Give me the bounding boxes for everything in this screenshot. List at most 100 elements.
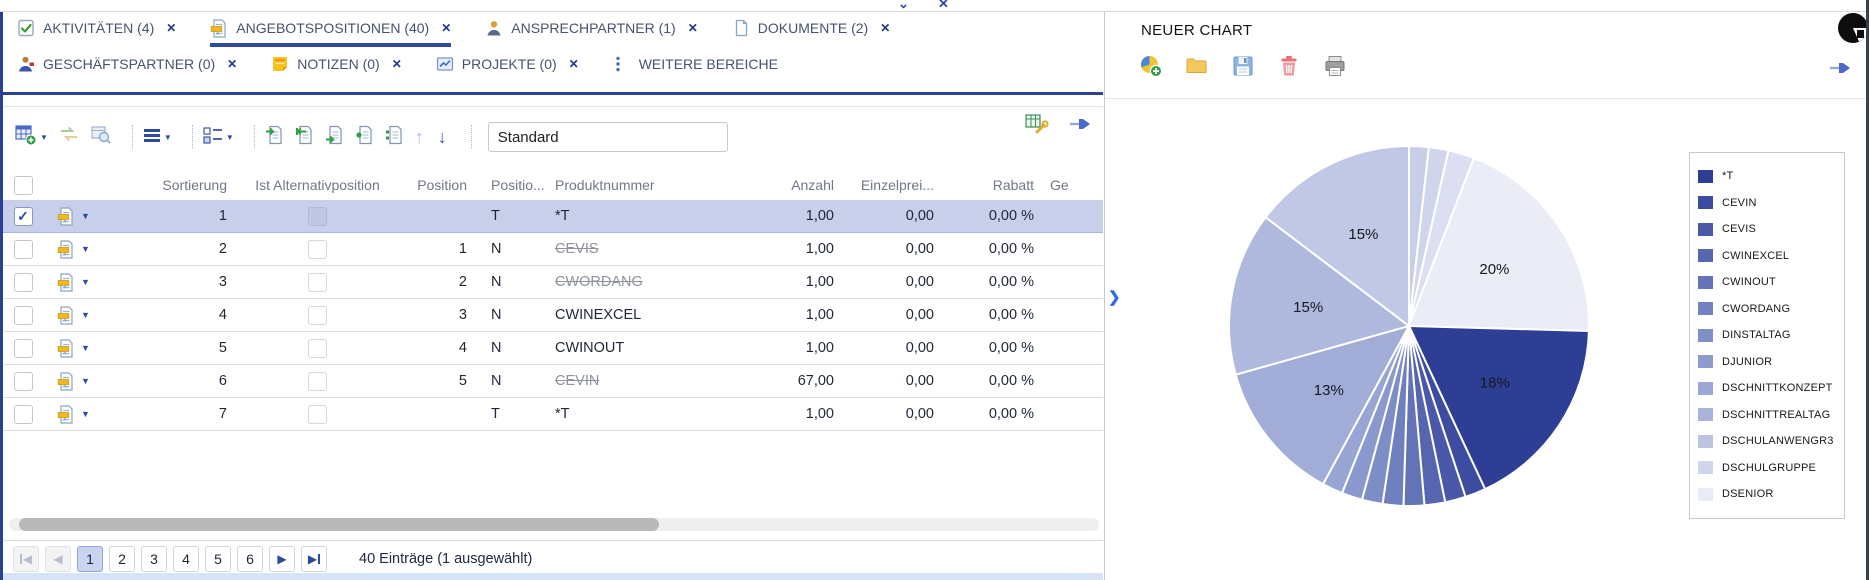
delete-chart-button[interactable] xyxy=(1277,54,1301,83)
row-checkbox[interactable] xyxy=(13,305,33,325)
prev-page-button[interactable]: ◀ xyxy=(45,546,71,572)
alternativposition-checkbox[interactable] xyxy=(308,338,327,358)
first-page-button[interactable]: ◀ xyxy=(13,546,39,572)
window-collapse-icon[interactable]: ⌄ xyxy=(898,0,909,11)
panel-expand-chevron-icon[interactable]: ❯ xyxy=(1108,289,1121,306)
insert-position-button[interactable] xyxy=(265,125,285,150)
table-row[interactable]: ▼ 4 3 N CWINEXCEL 1,00 0,00 0,00 % xyxy=(3,299,1103,332)
new-chart-button[interactable] xyxy=(1139,54,1163,83)
tab-angebotspositionen[interactable]: ANGEBOTSPOSITIONEN (40) ✕ xyxy=(210,13,452,47)
tab-projekte[interactable]: PROJEKTE (0) ✕ xyxy=(436,49,579,83)
alternativposition-checkbox[interactable] xyxy=(308,239,327,259)
column-header[interactable]: Einzelprei... xyxy=(860,177,934,193)
table-row[interactable]: ▼ 5 4 N CWINOUT 1,00 0,00 0,00 % xyxy=(3,332,1103,365)
page-button-2[interactable]: 2 xyxy=(109,546,135,572)
sort-up-icon[interactable]: ↑ xyxy=(414,126,424,147)
row-actions-chevron-icon[interactable]: ▼ xyxy=(81,244,90,254)
tab-weitere-bereiche[interactable]: WEITERE BEREICHE xyxy=(613,49,778,83)
column-header[interactable]: Position xyxy=(417,177,467,193)
alternativposition-checkbox[interactable] xyxy=(308,371,327,391)
save-chart-button[interactable] xyxy=(1231,54,1255,83)
row-menu-button[interactable]: ▼ xyxy=(143,127,172,148)
move-position-left-button[interactable] xyxy=(295,125,315,150)
table-settings-icon[interactable] xyxy=(1025,112,1049,141)
page-button-4[interactable]: 4 xyxy=(173,546,199,572)
close-tab-icon[interactable]: ✕ xyxy=(441,21,452,35)
new-record-button[interactable]: ▼ xyxy=(15,124,48,151)
tab-notizen[interactable]: NOTIZEN (0) ✕ xyxy=(271,49,402,83)
table-row[interactable]: ▼ 7 T *T 1,00 0,00 0,00 % xyxy=(3,398,1103,431)
column-header[interactable]: Produktnummer xyxy=(555,177,655,193)
move-position-right-button[interactable] xyxy=(325,125,345,150)
column-header[interactable]: Positio... xyxy=(491,177,545,193)
tab-aktivitaeten[interactable]: AKTIVITÄTEN (4) ✕ xyxy=(17,13,176,47)
list-view-button[interactable]: ▼ xyxy=(203,126,234,149)
row-actions-chevron-icon[interactable]: ▼ xyxy=(81,310,90,320)
row-actions-chevron-icon[interactable]: ▼ xyxy=(81,343,90,353)
page-button-1[interactable]: 1 xyxy=(77,546,103,572)
column-header[interactable]: Ge xyxy=(1050,177,1069,193)
table-row[interactable]: ▼ 3 2 N CWORDANG 1,00 0,00 0,00 % xyxy=(3,266,1103,299)
window-close-icon[interactable]: ✕ xyxy=(938,0,949,11)
transfer-button[interactable] xyxy=(58,124,80,151)
close-tab-icon[interactable]: ✕ xyxy=(880,21,891,35)
black-pie-logo-icon[interactable] xyxy=(1833,8,1868,53)
pie-slice[interactable] xyxy=(1408,157,1590,332)
table-row[interactable]: ▼ 2 1 N CEVIS 1,00 0,00 0,00 % xyxy=(3,233,1103,266)
sort-down-icon[interactable]: ↓ xyxy=(437,126,447,147)
row-checkbox[interactable] xyxy=(13,371,33,391)
row-actions-chevron-icon[interactable]: ▼ xyxy=(81,409,90,419)
table-row[interactable]: ✓ ▼ 1 T *T 1,00 0,00 0,00 % xyxy=(3,200,1103,233)
page-button-3[interactable]: 3 xyxy=(141,546,167,572)
close-tab-icon[interactable]: ✕ xyxy=(687,21,698,35)
pie-slice[interactable] xyxy=(1228,216,1410,376)
tab-geschaeftspartner[interactable]: GESCHÄFTSPARTNER (0) ✕ xyxy=(17,49,237,83)
horizontal-scrollbar[interactable] xyxy=(9,518,1099,531)
alternativposition-checkbox[interactable] xyxy=(308,272,327,292)
page-button-6[interactable]: 6 xyxy=(237,546,263,572)
scrollbar-thumb[interactable] xyxy=(19,518,659,531)
view-name-input[interactable] xyxy=(487,122,728,152)
open-chart-button[interactable] xyxy=(1185,54,1209,83)
pie-slice[interactable] xyxy=(1408,325,1590,491)
position-list-button[interactable] xyxy=(385,125,405,150)
alternativposition-checkbox[interactable] xyxy=(308,206,327,226)
pin-icon[interactable] xyxy=(1829,60,1853,81)
column-header[interactable]: Anzahl xyxy=(791,177,834,193)
last-page-button[interactable]: ▶ xyxy=(301,546,327,572)
table-row[interactable]: ▼ 6 5 N CEVIN 67,00 0,00 0,00 % xyxy=(3,365,1103,398)
folder-icon xyxy=(1185,54,1209,83)
column-header[interactable]: Sortierung xyxy=(162,177,227,193)
tab-dokumente[interactable]: DOKUMENTE (2) ✕ xyxy=(732,13,891,47)
print-chart-button[interactable] xyxy=(1323,54,1347,83)
next-page-button[interactable]: ▶ xyxy=(269,546,295,572)
close-tab-icon[interactable]: ✕ xyxy=(166,21,177,35)
page-button-5[interactable]: 5 xyxy=(205,546,231,572)
close-tab-icon[interactable]: ✕ xyxy=(391,57,402,71)
cell-anz: 1,00 xyxy=(805,241,834,257)
column-header[interactable]: Ist Alternativposition xyxy=(255,177,380,193)
row-checkbox[interactable] xyxy=(13,239,33,259)
tab-ansprechpartner[interactable]: ANSPRECHPARTNER (1) ✕ xyxy=(485,13,698,47)
close-tab-icon[interactable]: ✕ xyxy=(568,57,579,71)
row-actions-chevron-icon[interactable]: ▼ xyxy=(81,277,90,287)
alternativposition-checkbox[interactable] xyxy=(308,305,327,325)
pie-slice[interactable] xyxy=(1264,145,1410,327)
pie-slice-label: 15% xyxy=(1348,226,1378,243)
pie-slice[interactable] xyxy=(1234,325,1410,486)
pin-icon[interactable] xyxy=(1069,116,1093,137)
pie-chart[interactable]: 20% 18% 13% 15% 15% xyxy=(1223,140,1595,512)
alternativposition-checkbox[interactable] xyxy=(308,404,327,424)
cell-anz: 1,00 xyxy=(805,340,834,356)
row-checkbox[interactable] xyxy=(13,272,33,292)
row-checkbox[interactable] xyxy=(13,338,33,358)
select-all-checkbox[interactable] xyxy=(13,175,33,195)
column-header[interactable]: Rabatt xyxy=(992,177,1034,193)
row-actions-chevron-icon[interactable]: ▼ xyxy=(81,211,90,221)
row-actions-chevron-icon[interactable]: ▼ xyxy=(81,376,90,386)
row-checkbox[interactable] xyxy=(13,404,33,424)
row-checkbox[interactable]: ✓ xyxy=(13,206,33,226)
close-tab-icon[interactable]: ✕ xyxy=(227,57,238,71)
search-table-button[interactable] xyxy=(90,124,112,151)
position-detail-button[interactable] xyxy=(355,125,375,150)
